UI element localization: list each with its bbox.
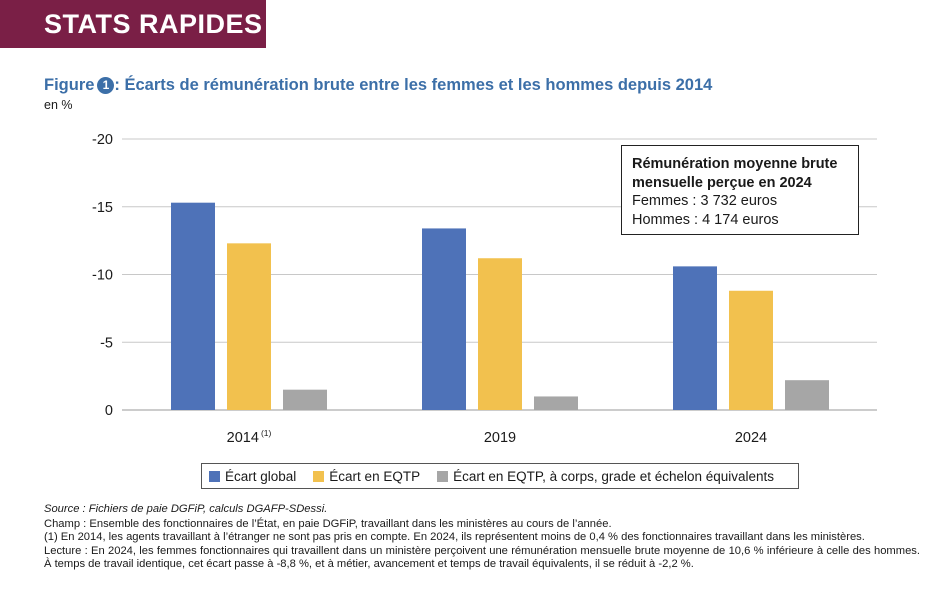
figure-title-text: : Écarts de rémunération brute entre les… [114, 76, 713, 94]
legend-label-ecart-global: Écart global [225, 468, 297, 484]
footnote-1: (1) En 2014, les agents travaillant à l’… [44, 531, 865, 544]
bar [534, 396, 578, 410]
legend-label-ecart-eqtp: Écart en EQTP [329, 468, 421, 484]
x-tick-label: 2024 [735, 430, 767, 446]
figure-title: Figure 1: Écarts de rémunération brute en… [44, 76, 712, 95]
info-box-femmes: Femmes : 3 732 euros [632, 193, 778, 209]
bar-chart: -20 -15 -10 -5 0 2014 (1) 2019 2024 [92, 132, 877, 446]
bar [171, 202, 215, 410]
legend-swatch-ecart-global [209, 470, 220, 482]
info-box-hommes: Hommes : 4 174 euros [632, 211, 779, 228]
x-tick-label: 2019 [484, 430, 516, 446]
chart-legend: Écart global Écart en EQTP Écart en EQTP… [201, 463, 799, 489]
lecture-note: Lecture : En 2024, les femmes fonctionna… [44, 544, 920, 570]
x-tick-superscript: (1) [261, 428, 272, 438]
legend-swatch-ecart-eqtp [313, 470, 325, 482]
bar [283, 389, 327, 410]
x-tick-label: 2014 (1) [227, 428, 272, 446]
info-box-title-line2: mensuelle perçue en 2024 [632, 174, 812, 191]
legend-item-ecart-eqtp-equivalents: Écart en EQTP, à corps, grade et échelon… [437, 469, 774, 484]
y-tick-label: 0 [105, 403, 113, 419]
figure-notes: Source : Fichiers de paie DGFiP, calculs… [44, 503, 920, 571]
y-tick-label: -5 [100, 335, 113, 351]
info-box-title-line1: Rémunération moyenne brute [632, 156, 838, 172]
banner-label: STATS RAPIDES [44, 8, 263, 39]
section-banner: STATS RAPIDES [0, 0, 266, 48]
y-tick-label: -20 [92, 132, 113, 148]
legend-item-ecart-global: Écart global [209, 469, 296, 484]
bar [785, 380, 829, 410]
figure-number-badge: 1 [97, 77, 115, 94]
legend-swatch-ecart-eqtp-equivalents [437, 470, 449, 482]
bar [422, 228, 466, 410]
legend-item-ecart-eqtp: Écart en EQTP [313, 469, 420, 484]
source-note: Source : Fichiers de paie DGFiP, calculs… [44, 503, 328, 515]
info-box: Rémunération moyenne brute mensuelle per… [621, 145, 859, 235]
bar [729, 290, 773, 410]
y-tick-label: -15 [92, 200, 113, 216]
champ-note: Champ : Ensemble des fonctionnaires de l… [44, 518, 612, 531]
bar [478, 258, 522, 410]
y-tick-label: -10 [92, 268, 113, 284]
legend-label-ecart-eqtp-equivalents: Écart en EQTP, à corps, grade et échelon… [453, 468, 775, 484]
bar [227, 243, 271, 410]
bar [673, 266, 717, 410]
figure-label: Figure [44, 76, 95, 94]
unit-label: en % [44, 98, 73, 112]
